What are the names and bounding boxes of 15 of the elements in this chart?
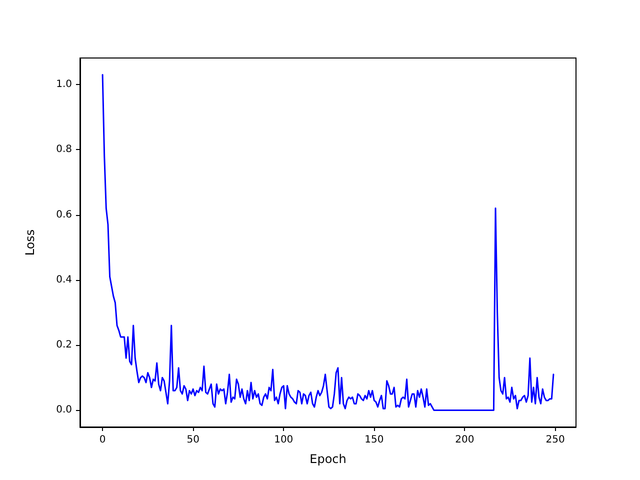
line-series — [102, 74, 554, 411]
y-axis-title: Loss — [23, 229, 37, 256]
y-tick-label: 0.4 — [56, 274, 72, 286]
y-tick-label: 0.6 — [56, 209, 72, 220]
x-tick-label: 200 — [455, 434, 474, 446]
y-tick-label: 1.0 — [56, 79, 72, 90]
x-tick-label: 150 — [364, 434, 384, 446]
x-tick-label: 250 — [546, 434, 565, 446]
x-tick-label: 100 — [274, 434, 294, 446]
x-axis-title: Epoch — [310, 452, 346, 466]
y-tick-label: 0.2 — [56, 340, 72, 351]
y-tick-label: 0.8 — [56, 144, 72, 156]
y-tick-label: 0.0 — [56, 404, 72, 416]
x-tick-label: 0 — [99, 434, 106, 446]
x-tick-label: 50 — [186, 434, 200, 446]
